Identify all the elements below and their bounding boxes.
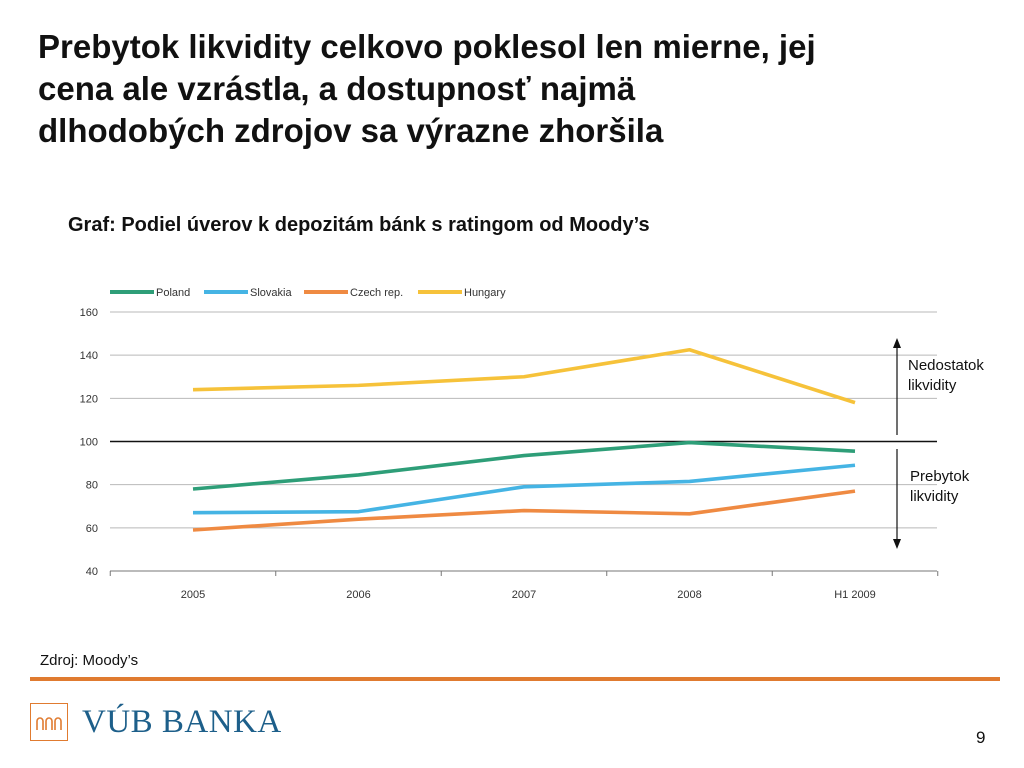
x-tick-label: 2005 (181, 589, 205, 601)
series-line-poland (192, 440, 856, 491)
y-tick-label: 100 (80, 437, 98, 449)
y-tick-label: 60 (86, 523, 98, 535)
legend-label: Hungary (464, 287, 506, 299)
slide-title: Prebytok likvidity celkovo poklesol len … (38, 26, 998, 152)
title-line: cena ale vzrástla, a dostupnosť najmä (38, 70, 636, 107)
legend-label: Czech rep. (350, 287, 403, 299)
source-note: Zdroj: Moody’s (40, 652, 139, 669)
footer-divider (30, 677, 1000, 681)
arrow-down-head (893, 539, 901, 549)
annotation-surplus: Prebytok (910, 468, 970, 485)
annotation-shortage: likvidity (908, 377, 957, 394)
arrow-up-head (893, 338, 901, 348)
series-line-hungary (192, 347, 856, 405)
series-line-czech-rep (192, 489, 856, 532)
legend-label: Poland (156, 287, 190, 299)
vub-banka-logo: VÚB BANKA (30, 700, 282, 744)
y-tick-label: 80 (86, 480, 98, 492)
annotation-shortage: Nedostatok (908, 357, 984, 374)
title-line: dlhodobých zdrojov sa výrazne zhoršila (38, 112, 664, 149)
series-line-slovakia (192, 463, 856, 515)
x-tick-label: 2007 (512, 589, 536, 601)
y-tick-label: 140 (80, 350, 98, 362)
x-tick-label: H1 2009 (834, 589, 876, 601)
title-line: Prebytok likvidity celkovo poklesol len … (38, 28, 816, 65)
chart-caption: Graf: Podiel úverov k depozitám bánk s r… (68, 214, 650, 236)
y-tick-label: 120 (80, 393, 98, 405)
legend-label: Slovakia (250, 287, 292, 299)
x-tick-label: 2006 (346, 589, 370, 601)
y-tick-label: 160 (80, 307, 98, 319)
bank-building-icon (30, 703, 68, 741)
page-number: 9 (976, 728, 986, 747)
logo-wordmark: VÚB BANKA (82, 703, 282, 740)
annotation-surplus: likvidity (910, 488, 959, 505)
loan-to-deposit-chart: 40 60 80 100 120 140 160 2005 2006 2007 2008 H1 200… (80, 287, 985, 601)
x-tick-label: 2008 (677, 589, 701, 601)
y-tick-label: 40 (86, 566, 98, 578)
